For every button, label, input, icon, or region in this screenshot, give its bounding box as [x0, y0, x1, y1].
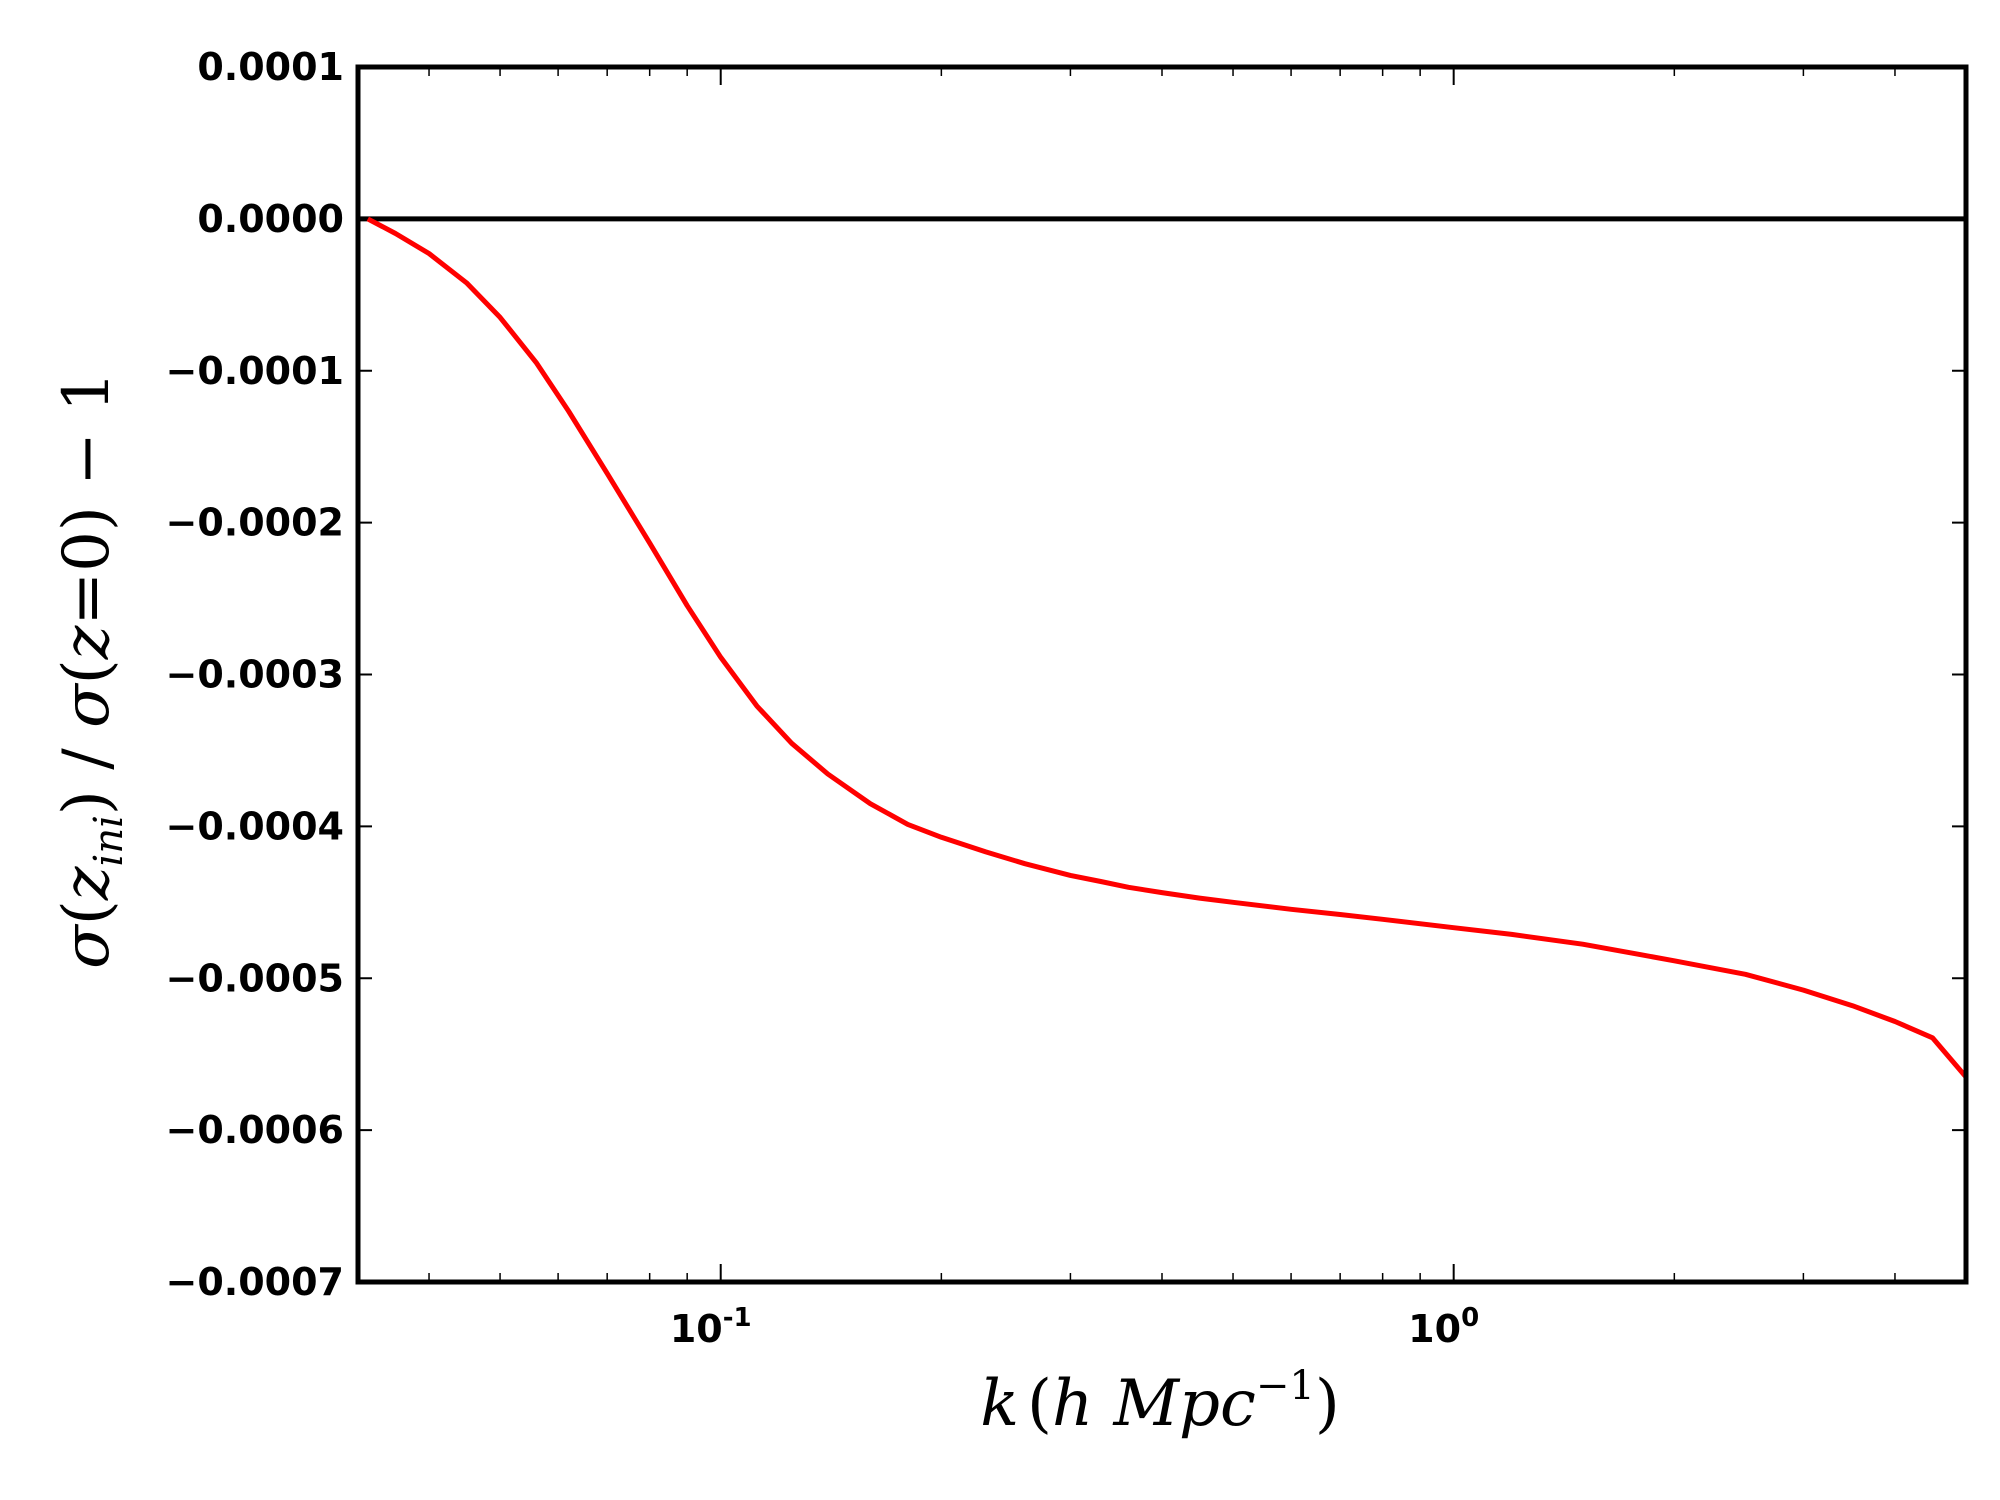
x-tick-label: 100	[1408, 1303, 1479, 1351]
y-tick-label: 0.0000	[197, 197, 344, 241]
plot-frame	[355, 64, 1969, 1285]
y-tick-label: −0.0002	[166, 501, 344, 545]
y-tick-label: −0.0001	[166, 349, 344, 393]
x-tick-label: 10-1	[670, 1303, 752, 1351]
series-line	[366, 216, 1968, 1079]
y-tick-label: −0.0003	[166, 653, 344, 697]
y-tick-label: 0.0001	[197, 45, 344, 89]
y-tick-label: −0.0007	[166, 1260, 344, 1304]
y-tick-label: −0.0005	[166, 956, 344, 1000]
y-tick-label: −0.0004	[166, 804, 344, 848]
ticks-layer	[358, 66, 1967, 1283]
x-axis-label: k (h Mpc−1)	[980, 1363, 1340, 1441]
plot-area	[358, 216, 1968, 1079]
y-tick-label: −0.0006	[166, 1108, 344, 1152]
tick-labels: 0.0001 0.0000 −0.0001 −0.0002 −0.0003 −0.0004…	[166, 45, 1480, 1351]
y-axis-label: σ(zini) / σ(z=0) − 1	[50, 371, 132, 969]
